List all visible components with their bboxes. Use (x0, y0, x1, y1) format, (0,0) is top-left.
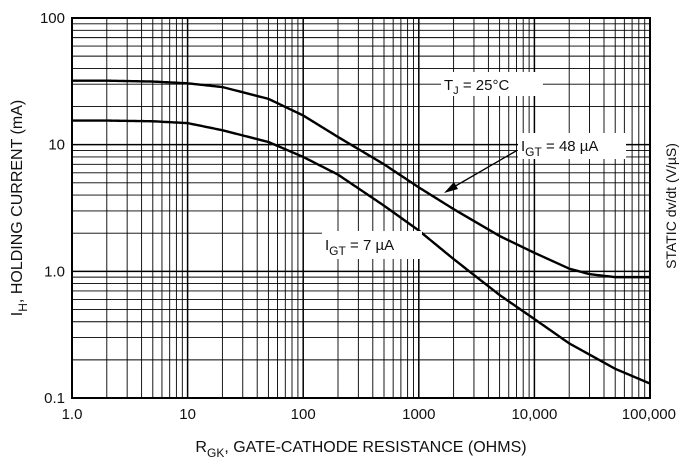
minor-grid (72, 18, 650, 398)
x-tick-label: 1000 (402, 406, 435, 423)
y-axis-title: IH, HOLDING CURRENT (mA) (9, 100, 30, 316)
y-tick-label: 0.1 (44, 390, 65, 407)
series-line-2 (72, 119, 651, 385)
series-line-1 (72, 79, 650, 279)
tj-label-bg (441, 72, 543, 96)
x-tick-label: 100,000 (622, 406, 676, 423)
x-tick-label: 100 (291, 406, 316, 423)
tj-annotation: TJ = 25°C (444, 77, 509, 97)
igt48-label-bg (518, 133, 626, 159)
y-tick-label: 1.0 (44, 263, 65, 280)
igt48-arrow-line (451, 150, 517, 189)
igt7-annotation: IGT = 7 µA (325, 237, 394, 258)
x-axis-title: RGK, GATE-CATHODE RESISTANCE (OHMS) (195, 439, 526, 460)
igt7-label-bg (322, 231, 422, 259)
x-tick-label: 10 (179, 406, 196, 423)
x-tick-label: 1.0 (62, 406, 83, 423)
y-tick-label: 10 (48, 137, 65, 154)
x-tick-label: 10,000 (511, 406, 557, 423)
major-grid (72, 18, 650, 398)
plot-frame (71, 17, 651, 399)
igt48-annotation: IGT = 48 µA (521, 138, 598, 159)
y-tick-label: 100 (40, 10, 65, 27)
series-layer (72, 79, 651, 385)
right-axis-title: STATIC dv/dt (V/µS) (663, 143, 679, 269)
igt48-arrowhead (444, 182, 458, 193)
